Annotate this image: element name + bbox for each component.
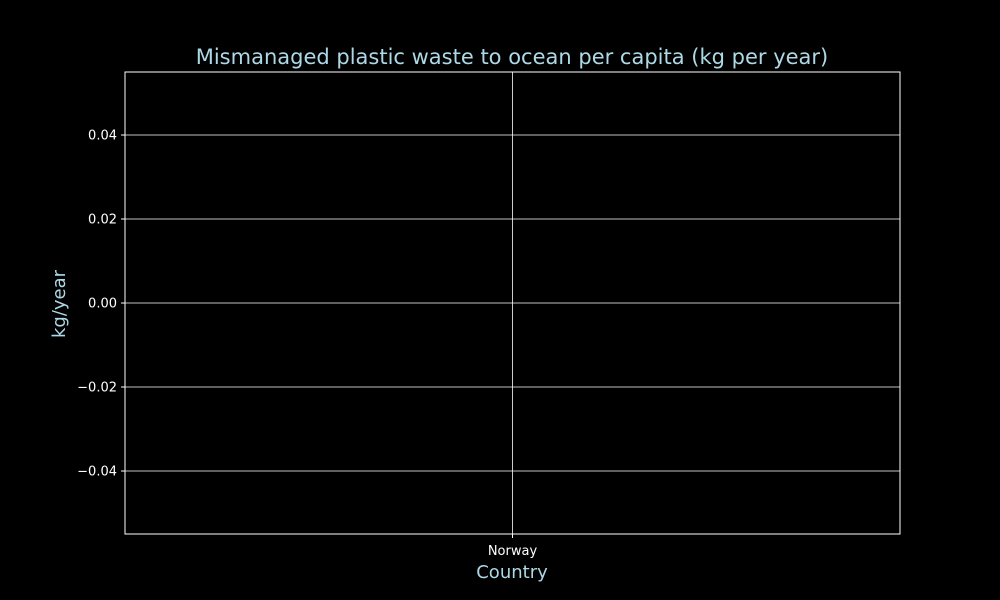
y-tick-label: −0.02 [77, 381, 117, 396]
y-axis-label: kg/year [49, 269, 70, 338]
x-tick-label: Norway [488, 544, 538, 559]
grid-layer [125, 72, 900, 534]
y-tick-label: 0.00 [88, 297, 117, 312]
ticks-layer: −0.04 −0.02 0.00 0.02 0.04 Norway [77, 129, 537, 560]
y-tick-label: 0.04 [88, 129, 117, 144]
y-tick-label: −0.04 [77, 465, 117, 480]
y-tick-label: 0.02 [88, 213, 117, 228]
chart-title: Mismanaged plastic waste to ocean per ca… [196, 45, 829, 69]
x-axis-label: Country [476, 562, 548, 583]
